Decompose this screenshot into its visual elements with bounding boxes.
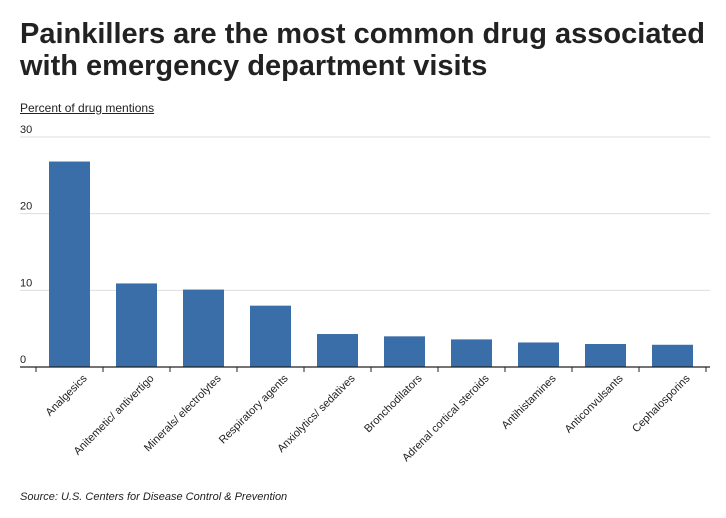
bar-anitemetic-antivertigo: [116, 283, 157, 367]
y-tick-label: 20: [20, 201, 32, 213]
source-note: Source: U.S. Centers for Disease Control…: [20, 491, 288, 503]
x-tick-label: Cephalosporins: [630, 372, 693, 435]
x-axis: [20, 366, 710, 372]
bar-bronchodilators: [384, 336, 425, 367]
bar-anxiolytics-sedatives: [317, 334, 358, 367]
bar-analgesics: [49, 161, 90, 367]
y-tick-label: 0: [20, 354, 26, 366]
x-tick-label: Minerals/ electrolytes: [142, 372, 224, 454]
bar-respiratory-agents: [250, 305, 291, 367]
x-tick-label: Respiratory agents: [217, 372, 291, 446]
gridlines: 0 10 20 30: [20, 124, 710, 366]
x-tick-label: Antihistamines: [500, 372, 559, 431]
x-tick-label: Anticonvulsants: [563, 372, 626, 435]
bar-cephalosporins: [652, 344, 693, 367]
bar-minerals-electrolytes: [183, 289, 224, 367]
y-tick-label: 10: [20, 277, 32, 289]
x-tick-label: Bronchodilators: [362, 372, 425, 435]
bars: [49, 161, 693, 367]
bar-anticonvulsants: [585, 344, 626, 367]
bar-antihistamines: [518, 342, 559, 367]
y-tick-label: 30: [20, 124, 32, 136]
x-tick-label: Anxiolytics/ sedatives: [275, 372, 358, 455]
y-axis-label: Percent of drug mentions: [20, 101, 155, 115]
bar-adrenal-cortical-steroids: [451, 339, 492, 367]
x-tick-label: Analgesics: [44, 372, 90, 418]
chart-title: Painkillers are the most common drug ass…: [20, 18, 705, 82]
